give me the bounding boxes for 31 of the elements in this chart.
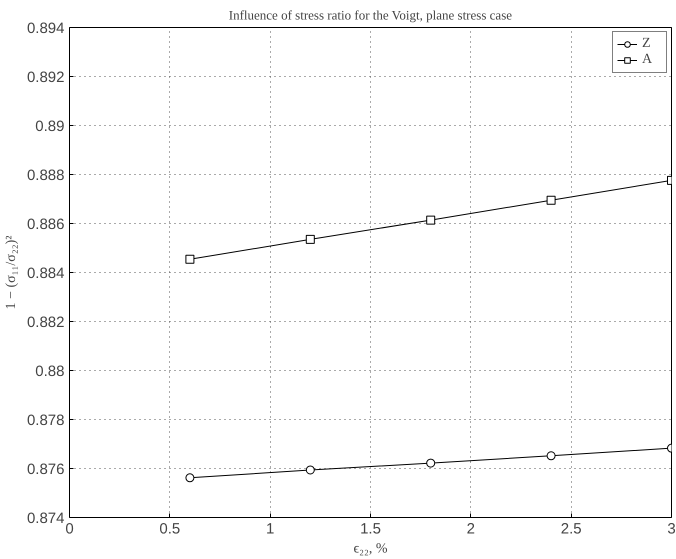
point xyxy=(185,254,194,264)
y-tick-label: 0.884 xyxy=(26,265,65,282)
point xyxy=(426,216,436,225)
y-tick-label: 0.874 xyxy=(26,510,65,527)
y-tick-label: 0.882 xyxy=(26,314,65,331)
y-tick-label: 0.876 xyxy=(26,461,65,478)
x-tick-label: 2 xyxy=(466,520,476,538)
y-tick-label: 0.88 xyxy=(35,363,65,380)
point xyxy=(306,465,315,474)
point xyxy=(546,196,556,205)
x-tick-label: 1 xyxy=(266,520,274,538)
chart-title: Influence of stress ratio for the Voigt, plane stress case xyxy=(228,8,512,22)
x-axis-title: ϵ₂₂, % xyxy=(353,542,388,556)
legend-label: A xyxy=(642,52,654,68)
legend-label: Z xyxy=(642,36,652,52)
x-tick-label: 0.5 xyxy=(159,520,180,538)
point xyxy=(306,234,315,244)
point xyxy=(185,473,194,482)
y-tick-label: 0.888 xyxy=(26,167,65,184)
y-tick-label: 0.886 xyxy=(26,216,65,233)
y-tick-label: 0.89 xyxy=(35,118,65,135)
point xyxy=(546,451,556,460)
y-tick-label: 0.878 xyxy=(26,412,65,429)
x-tick-label: 3 xyxy=(667,520,676,538)
point xyxy=(426,458,436,468)
x-tick-label: 2.5 xyxy=(560,520,582,538)
y-axis-title: 1 − (σ₁₁/σ₂₂)² xyxy=(4,236,19,310)
x-tick-label: 0 xyxy=(65,520,74,538)
y-tick-label: 0.892 xyxy=(26,69,65,86)
x-tick-label: 1.5 xyxy=(360,520,381,538)
y-tick-label: 0.894 xyxy=(26,20,65,37)
